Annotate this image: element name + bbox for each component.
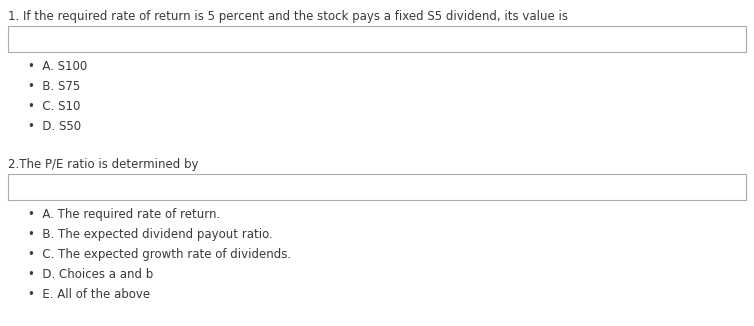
Text: •  B. The expected dividend payout ratio.: • B. The expected dividend payout ratio. (28, 228, 273, 241)
Text: •  C. S10: • C. S10 (28, 100, 81, 113)
Text: •  A. S100: • A. S100 (28, 60, 87, 73)
FancyBboxPatch shape (8, 26, 746, 52)
FancyBboxPatch shape (8, 174, 746, 200)
Text: •  D. Choices a and b: • D. Choices a and b (28, 268, 153, 281)
Text: 1. If the required rate of return is 5 percent and the stock pays a fixed S5 div: 1. If the required rate of return is 5 p… (8, 10, 568, 23)
Text: 2.The P/E ratio is determined by: 2.The P/E ratio is determined by (8, 158, 198, 171)
Text: •  D. S50: • D. S50 (28, 120, 81, 133)
Text: •  B. S75: • B. S75 (28, 80, 80, 93)
Text: •  E. All of the above: • E. All of the above (28, 288, 150, 301)
Text: •  A. The required rate of return.: • A. The required rate of return. (28, 208, 220, 221)
Text: •  C. The expected growth rate of dividends.: • C. The expected growth rate of dividen… (28, 248, 291, 261)
